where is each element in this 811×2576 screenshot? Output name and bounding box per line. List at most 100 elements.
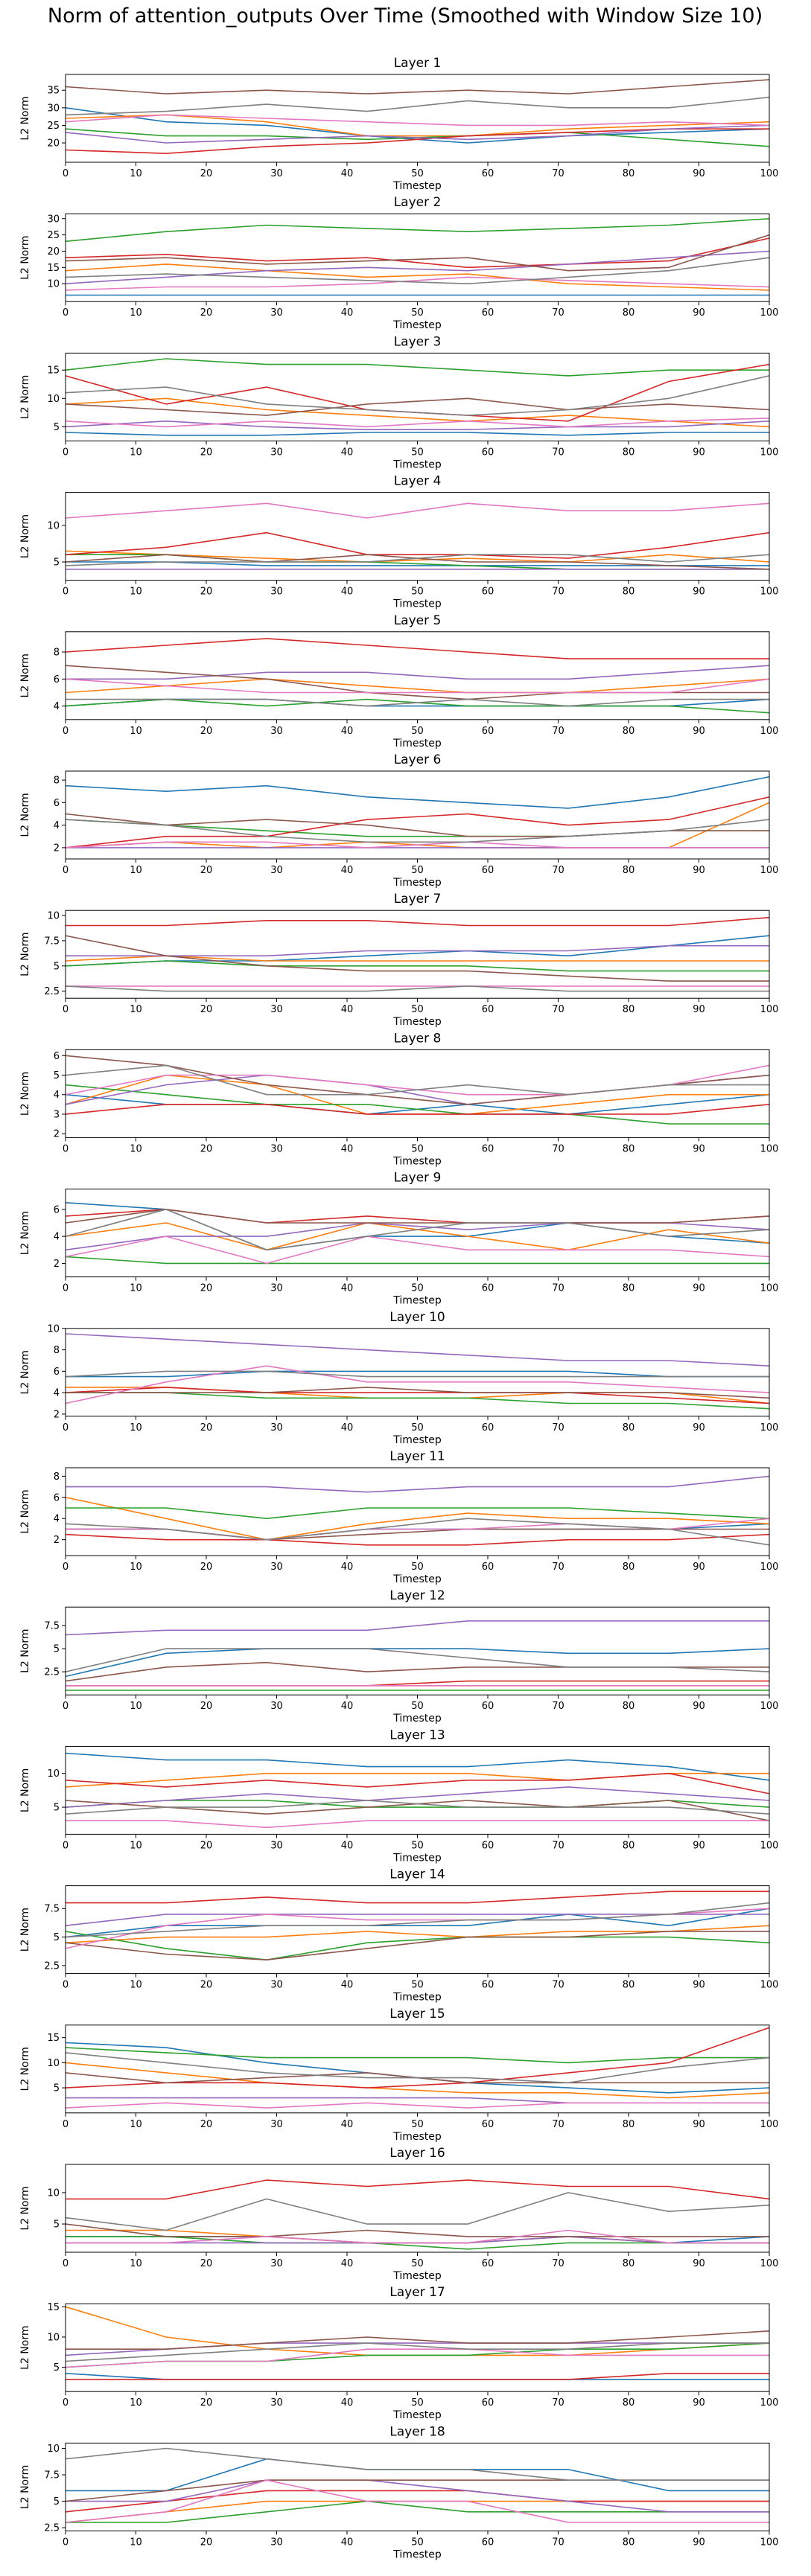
subplot-layer-9: Layer 9 0 10 20 30 40 50 60 70 80 90 100 2 4 6 Timestep… bbox=[19, 1171, 778, 1307]
x-tick-label: 100 bbox=[760, 1422, 779, 1434]
x-tick-label: 60 bbox=[482, 1143, 494, 1154]
y-tick-label: 5 bbox=[54, 1644, 60, 1655]
plot-frame bbox=[65, 2303, 770, 2392]
x-tick-label: 70 bbox=[552, 447, 564, 458]
y-tick-label: 25 bbox=[47, 121, 60, 132]
series-line bbox=[65, 678, 770, 694]
x-tick-label: 0 bbox=[63, 1143, 69, 1154]
y-axis-label: L2 Norm bbox=[19, 1908, 31, 1952]
subplot-title: Layer 2 bbox=[394, 195, 442, 210]
x-tick-label: 10 bbox=[130, 2537, 142, 2548]
x-tick-label: 0 bbox=[63, 1840, 69, 1851]
y-axis-label: L2 Norm bbox=[19, 1629, 31, 1673]
x-tick-label: 60 bbox=[482, 865, 494, 876]
y-tick-label: 35 bbox=[47, 86, 60, 97]
series-line bbox=[66, 2500, 769, 2523]
series-line bbox=[65, 2062, 770, 2099]
x-tick-label: 30 bbox=[270, 307, 283, 319]
series-line bbox=[66, 1891, 769, 1904]
x-axis-label: Timestep bbox=[392, 319, 442, 331]
x-tick-label: 0 bbox=[63, 1701, 69, 1712]
x-tick-label: 100 bbox=[760, 726, 779, 737]
series-line bbox=[66, 1475, 770, 1493]
series-line bbox=[65, 1497, 770, 1541]
x-tick-label: 30 bbox=[270, 1980, 283, 1991]
x-tick-label: 20 bbox=[200, 2119, 213, 2130]
subplot-title: Layer 16 bbox=[389, 2146, 445, 2161]
x-tick-label: 70 bbox=[552, 587, 564, 598]
x-tick-label: 80 bbox=[623, 726, 635, 737]
y-tick-label: 7.5 bbox=[44, 1904, 60, 1915]
x-tick-label: 30 bbox=[270, 1283, 283, 1294]
subplot-layer-17: Layer 17 0 10 20 30 40 50 60 70 80 90 100 5 10 15 Times… bbox=[19, 2285, 778, 2421]
y-tick-label: 2.5 bbox=[44, 2523, 60, 2534]
x-tick-label: 100 bbox=[760, 587, 779, 598]
x-tick-label: 10 bbox=[130, 1283, 142, 1294]
y-axis-label: L2 Norm bbox=[19, 96, 31, 140]
x-tick-label: 70 bbox=[552, 1562, 564, 1573]
x-tick-label: 10 bbox=[130, 726, 142, 737]
x-tick-label: 40 bbox=[341, 1283, 354, 1294]
x-tick-label: 70 bbox=[552, 307, 564, 319]
plot-frame bbox=[65, 2442, 770, 2531]
x-tick-label: 40 bbox=[341, 2537, 354, 2548]
x-tick-label: 80 bbox=[623, 1143, 635, 1154]
x-tick-label: 80 bbox=[623, 865, 635, 876]
x-tick-label: 40 bbox=[341, 1143, 354, 1154]
x-tick-label: 80 bbox=[623, 2397, 635, 2409]
series-line bbox=[66, 1370, 769, 1378]
x-tick-label: 30 bbox=[270, 1422, 283, 1434]
y-tick-label: 10 bbox=[47, 394, 60, 405]
x-tick-label: 40 bbox=[341, 307, 354, 319]
subplot-title: Layer 17 bbox=[389, 2285, 445, 2300]
x-axis-label: Timestep bbox=[392, 1713, 442, 1725]
series-line bbox=[65, 237, 770, 269]
x-tick-label: 20 bbox=[200, 2258, 213, 2269]
x-tick-label: 50 bbox=[411, 1562, 424, 1573]
subplot-layer-14: Layer 14 0 10 20 30 40 50 60 70 80 90 100 2.5 5 7.5 Tim… bbox=[19, 1867, 778, 2004]
x-tick-label: 50 bbox=[411, 168, 424, 179]
x-tick-label: 60 bbox=[482, 726, 494, 737]
series-line bbox=[65, 1256, 769, 1265]
x-tick-label: 100 bbox=[760, 1562, 779, 1573]
x-axis-label: Timestep bbox=[392, 2409, 442, 2421]
series-line bbox=[65, 1209, 770, 1251]
series-line bbox=[65, 960, 769, 972]
series-line bbox=[65, 2342, 769, 2362]
series-line bbox=[65, 250, 770, 284]
x-tick-label: 20 bbox=[200, 1004, 213, 1015]
x-tick-label: 90 bbox=[693, 1980, 705, 1991]
y-tick-label: 5 bbox=[54, 1803, 60, 1814]
y-tick-label: 5 bbox=[54, 422, 60, 433]
x-tick-label: 60 bbox=[482, 1283, 494, 1294]
x-tick-label: 50 bbox=[411, 865, 424, 876]
series-line bbox=[65, 2102, 769, 2109]
series-line bbox=[65, 1209, 770, 1224]
x-tick-label: 40 bbox=[341, 168, 354, 179]
subplot-layer-4: Layer 4 0 10 20 30 40 50 60 70 80 90 100 5 10 Timestep… bbox=[19, 474, 778, 610]
y-tick-label: 7.5 bbox=[44, 2470, 60, 2481]
x-tick-label: 30 bbox=[270, 587, 283, 598]
y-tick-label: 2.5 bbox=[44, 1960, 60, 1972]
series-line bbox=[65, 375, 770, 416]
x-tick-label: 50 bbox=[411, 1283, 424, 1294]
series-line bbox=[65, 531, 770, 559]
x-tick-label: 70 bbox=[552, 1840, 564, 1851]
subplot-layer-3: Layer 3 0 10 20 30 40 50 60 70 80 90 100 5 10 15 Timest… bbox=[19, 334, 778, 470]
x-tick-label: 80 bbox=[623, 2537, 635, 2548]
x-tick-label: 70 bbox=[552, 1004, 564, 1015]
y-tick-label: 20 bbox=[47, 246, 60, 258]
y-tick-label: 10 bbox=[47, 279, 60, 290]
x-axis-label: Timestep bbox=[392, 1155, 442, 1167]
series-line bbox=[65, 2027, 770, 2088]
series-line bbox=[65, 1620, 769, 1636]
series-line bbox=[65, 263, 770, 291]
subplot-layer-6: Layer 6 0 10 20 30 40 50 60 70 80 90 100 2 4 6 8 Timeste… bbox=[19, 752, 778, 889]
series-line bbox=[65, 418, 770, 428]
y-axis-label: L2 Norm bbox=[19, 1768, 31, 1812]
y-tick-label: 8 bbox=[54, 1345, 60, 1356]
x-tick-label: 80 bbox=[623, 307, 635, 319]
x-tick-label: 60 bbox=[482, 1422, 494, 1434]
y-tick-label: 20 bbox=[47, 138, 60, 150]
x-tick-label: 90 bbox=[693, 2119, 705, 2130]
